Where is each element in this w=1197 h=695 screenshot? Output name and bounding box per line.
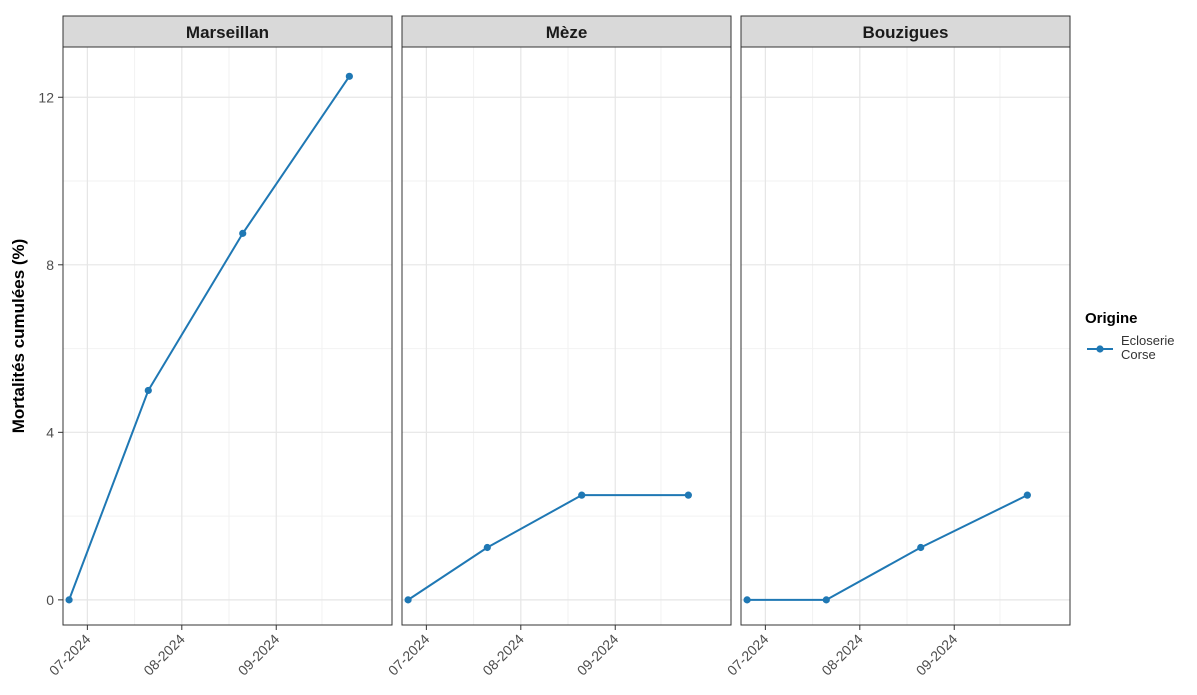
x-tick-label: 07-2024	[724, 631, 772, 679]
data-point	[822, 596, 830, 604]
data-point	[917, 543, 925, 552]
panel-background	[741, 47, 1070, 625]
facet-panel-0: Marseillan 07-2024 08-2024 09-2024	[46, 15, 393, 679]
x-tick-label: 09-2024	[574, 631, 622, 679]
panel-border	[62, 46, 393, 626]
data-point	[483, 543, 491, 552]
x-tick-label: 08-2024	[818, 631, 866, 679]
data-point	[144, 386, 152, 395]
facet-title: Marseillan	[186, 23, 269, 42]
y-tick-label: 4	[46, 424, 54, 440]
x-tick-label: 07-2024	[46, 631, 94, 679]
y-tick-label: 0	[46, 592, 54, 608]
x-tick-label: 09-2024	[913, 631, 961, 679]
legend-key-point	[1096, 345, 1104, 353]
data-point	[578, 491, 586, 499]
facet-title: Mèze	[546, 23, 588, 42]
facet-strip	[740, 15, 1071, 48]
panel-border	[740, 46, 1071, 626]
data-point	[404, 596, 412, 604]
data-point	[684, 491, 692, 499]
data-point	[345, 72, 353, 80]
panel-border	[401, 46, 732, 626]
facet-title: Bouzigues	[863, 23, 949, 42]
legend-label: Corse	[1121, 347, 1156, 362]
data-point	[65, 596, 73, 604]
facet-strip	[62, 15, 393, 48]
data-point	[239, 229, 247, 237]
x-tick-label: 08-2024	[479, 631, 527, 679]
facet-panel-1: Mèze 07-2024 08-2024 09-2024	[385, 15, 732, 679]
data-point	[743, 596, 751, 604]
data-point	[1023, 491, 1031, 499]
y-tick-label: 8	[46, 257, 54, 273]
series-line	[68, 75, 351, 601]
legend-title: Origine	[1085, 310, 1138, 327]
facet-panel-2: Bouzigues 07-2024 08-2024 09-2024	[724, 15, 1071, 679]
series-line	[747, 494, 1028, 601]
panel-background	[402, 47, 731, 625]
panel-background	[63, 47, 392, 625]
facet-strip	[401, 15, 732, 48]
x-tick-label: 09-2024	[235, 631, 283, 679]
y-tick-label: 12	[38, 89, 54, 105]
series-line	[407, 494, 689, 601]
x-tick-label: 07-2024	[385, 631, 433, 679]
legend-label: Ecloserie	[1121, 333, 1174, 348]
x-tick-label: 08-2024	[140, 631, 188, 679]
y-axis-title: Mortalités cumulées (%)	[9, 239, 28, 434]
